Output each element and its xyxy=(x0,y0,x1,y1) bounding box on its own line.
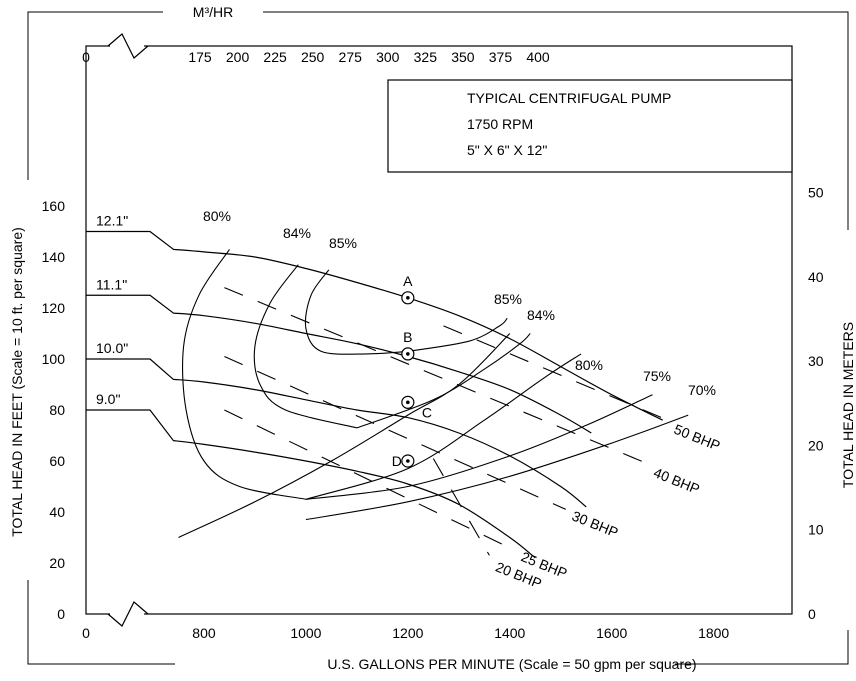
bhp-line xyxy=(224,355,567,510)
efficiency-label: 84% xyxy=(527,307,555,323)
bhp-line xyxy=(443,325,669,421)
impeller-label: 11.1" xyxy=(96,276,127,292)
y2-axis-title: TOTAL HEAD IN METERS xyxy=(840,322,856,488)
efficiency-curve xyxy=(253,264,358,429)
y-tick-label: 80 xyxy=(49,402,65,418)
y-tick-label: 60 xyxy=(49,453,65,469)
x2-tick-label: 0 xyxy=(82,49,90,65)
bottom-axis-break-gap xyxy=(110,611,144,617)
gap-left xyxy=(20,180,36,580)
x-tick-label: 1200 xyxy=(392,625,423,641)
title-line: TYPICAL CENTRIFUGAL PUMP xyxy=(467,90,671,106)
top-axis-break-zigzag xyxy=(107,33,149,59)
y-tick-label: 120 xyxy=(42,300,66,316)
y2-tick-label: 10 xyxy=(808,522,824,538)
x2-tick-label: 350 xyxy=(451,49,475,65)
efficiency-label: 80% xyxy=(575,357,603,373)
impeller-curve xyxy=(86,230,663,421)
x2-tick-label: 175 xyxy=(188,49,212,65)
top-axis-break-gap xyxy=(110,43,144,49)
impeller-label: 10.0" xyxy=(96,340,128,356)
operating-point-dot xyxy=(406,400,410,405)
x2-tick-label: 200 xyxy=(226,49,250,65)
bhp-line xyxy=(224,409,516,551)
impeller-curve xyxy=(86,294,592,434)
operating-point-dot xyxy=(406,296,410,300)
x2-tick-label: 225 xyxy=(263,49,287,65)
plot-border xyxy=(85,45,793,615)
x2-tick-label: 325 xyxy=(414,49,438,65)
x-tick-label: 1400 xyxy=(494,625,525,641)
title-box xyxy=(387,79,793,173)
bhp-label: 50 BHP xyxy=(672,421,723,454)
gap-top xyxy=(163,4,263,20)
efficiency-curve xyxy=(178,333,511,538)
x2-tick-label: 300 xyxy=(376,49,400,65)
operating-point-label: D xyxy=(392,453,402,469)
operating-point-dot xyxy=(406,459,410,463)
efficiency-curve xyxy=(305,414,689,521)
gap-bottom xyxy=(175,656,675,672)
efficiency-curve xyxy=(356,333,531,429)
x-tick-label: 1600 xyxy=(596,625,627,641)
x2-tick-label: 275 xyxy=(339,49,363,65)
y2-tick-label: 30 xyxy=(808,353,824,369)
y-tick-label: 20 xyxy=(49,555,65,571)
y-tick-label: 160 xyxy=(42,198,66,214)
x2-axis-title: M³/HR xyxy=(193,4,233,20)
curves-layer xyxy=(86,230,689,559)
y2-tick-label: 50 xyxy=(808,185,824,201)
x-axis-title: U.S. GALLONS PER MINUTE (Scale = 50 gpm … xyxy=(327,656,696,672)
bhp-label: 30 BHP xyxy=(570,508,621,541)
efficiency-curve xyxy=(304,269,408,355)
y-axis-title: TOTAL HEAD IN FEET (Scale = 10 ft. per s… xyxy=(9,227,25,537)
impeller-label: 9.0" xyxy=(96,391,120,407)
y2-tick-label: 20 xyxy=(808,437,824,453)
bottom-axis-break-zigzag xyxy=(107,601,149,627)
y2-tick-label: 40 xyxy=(808,269,824,285)
operating-point-label: B xyxy=(403,329,412,345)
impeller-curve xyxy=(86,358,587,508)
efficiency-label: 85% xyxy=(494,291,522,307)
y-tick-label: 0 xyxy=(57,606,65,622)
efficiency-label: 80% xyxy=(203,208,231,224)
y-tick-label: 100 xyxy=(42,351,66,367)
bhp-line xyxy=(432,458,490,556)
gap-right xyxy=(840,230,856,630)
x-tick-label: 1000 xyxy=(290,625,321,641)
x-tick-label: 1800 xyxy=(698,625,729,641)
y-tick-label: 140 xyxy=(42,249,66,265)
efficiency-curve xyxy=(407,317,508,352)
efficiency-label: 75% xyxy=(643,368,671,384)
x2-tick-label: 375 xyxy=(489,49,513,65)
bhp-line xyxy=(224,287,648,465)
efficiency-label: 70% xyxy=(688,382,716,398)
title-line: 1750 RPM xyxy=(467,116,533,132)
y-tick-label: 40 xyxy=(49,504,65,520)
bhp-label: 40 BHP xyxy=(651,464,702,497)
impeller-label: 12.1" xyxy=(96,213,128,229)
y2-tick-label: 0 xyxy=(808,606,816,622)
x-tick-label: 0 xyxy=(82,625,90,641)
efficiency-curve xyxy=(305,394,653,500)
efficiency-label: 84% xyxy=(283,225,311,241)
frame-layer xyxy=(20,4,856,672)
title-line: 5" X 6" X 12" xyxy=(467,142,547,158)
operating-point-label: A xyxy=(403,273,413,289)
impeller-curve xyxy=(86,409,536,559)
efficiency-curve xyxy=(182,249,307,500)
x2-tick-label: 250 xyxy=(301,49,325,65)
operating-point-dot xyxy=(406,352,410,356)
x2-tick-label: 400 xyxy=(526,49,550,65)
x-tick-label: 800 xyxy=(192,625,216,641)
operating-point-label: C xyxy=(422,404,432,420)
efficiency-label: 85% xyxy=(329,235,357,251)
